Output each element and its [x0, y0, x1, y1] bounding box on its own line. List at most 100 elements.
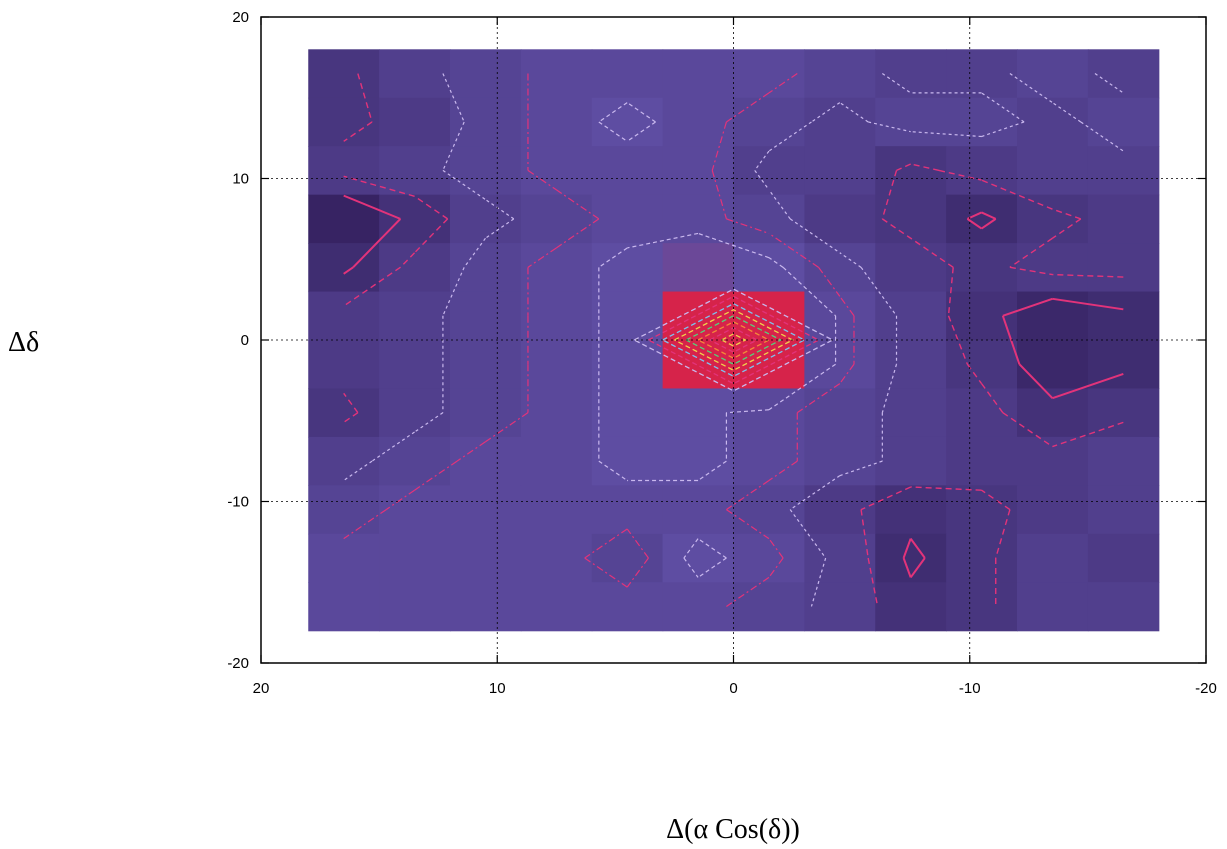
contour-line [456, 441, 486, 462]
heatmap-cell [733, 582, 805, 632]
heatmap-cell [520, 146, 593, 196]
contour-line [909, 538, 926, 559]
contour-line [909, 557, 926, 578]
heatmap-cell [520, 291, 593, 341]
contour-line [626, 557, 649, 588]
heatmap-cell [662, 291, 735, 341]
heatmap-cell [520, 49, 593, 99]
heatmap-cell [591, 146, 664, 196]
contour-line [860, 266, 897, 317]
heatmap-cell [1087, 388, 1160, 438]
heatmap-cell [308, 97, 380, 147]
heatmap-cell [1087, 146, 1160, 196]
contour-line [789, 218, 841, 254]
heatmap-cell [662, 49, 735, 99]
heatmap-cell [662, 243, 735, 293]
contour-line [1009, 237, 1053, 268]
heatmap-cell [308, 340, 380, 390]
contour-line [910, 486, 982, 491]
contour-line [463, 237, 486, 268]
contour-line [768, 189, 791, 220]
contour-line [343, 392, 359, 414]
heatmap-cell [379, 194, 451, 244]
contour-line [555, 218, 600, 249]
heatmap-cell [450, 582, 522, 632]
contour-lines [343, 73, 1124, 607]
contour-line [1052, 208, 1082, 220]
contour-line [598, 460, 628, 482]
heatmap-cell [946, 291, 1018, 341]
heatmap-cell [875, 485, 947, 535]
heatmap-cell [1087, 436, 1160, 486]
heatmap-cell [875, 97, 947, 147]
contour-line [981, 92, 1025, 123]
x-tick-label: 10 [489, 680, 506, 697]
heatmap-cell [1017, 243, 1089, 293]
heatmap-cell [1017, 49, 1089, 99]
contour-line [626, 102, 656, 123]
heatmap-cell [1087, 49, 1160, 99]
contour-line [598, 102, 628, 123]
heatmap-cell [379, 146, 451, 196]
contour-line [966, 218, 983, 230]
x-tick-label: 20 [253, 680, 270, 697]
heatmap-cell [804, 194, 876, 244]
heatmap-cell [733, 97, 805, 147]
heatmap-cell [520, 340, 593, 390]
heatmap-cell [308, 49, 380, 99]
contour-line [414, 460, 458, 491]
x-tick-labels: 20 10 0 -10 -20 [253, 680, 1217, 697]
contour-line [442, 267, 465, 317]
heatmap-cell [591, 49, 664, 99]
heatmap-cell [450, 291, 522, 341]
contour-line [711, 121, 727, 171]
contour-line [1052, 421, 1124, 448]
contour-line [860, 509, 869, 559]
heatmap-cell [1017, 436, 1089, 486]
contour-line [598, 247, 628, 268]
contour-line [598, 121, 628, 142]
contour-line [1009, 73, 1053, 104]
heatmap-cell [875, 582, 947, 632]
heatmap-cell [733, 243, 805, 293]
contour-line [697, 460, 727, 482]
heatmap-cell [875, 49, 947, 99]
heatmap-cell [379, 243, 451, 293]
heatmap-cell [1017, 146, 1089, 196]
contour-line [1002, 412, 1053, 448]
heatmap-cell [591, 340, 664, 390]
contour-line [414, 218, 449, 254]
heatmap-cell [946, 146, 1018, 196]
heatmap-cell [591, 291, 664, 341]
heatmap-cell [591, 582, 664, 632]
heatmap-cell [804, 291, 876, 341]
heatmap-cell [946, 340, 1018, 390]
heatmap-cell [1087, 533, 1160, 583]
heatmap-cell [946, 485, 1018, 535]
heatmap-cell [875, 436, 947, 486]
y-tick-label: 20 [232, 9, 249, 26]
contour-line [768, 460, 798, 482]
heatmap-cell [379, 436, 451, 486]
contour-line [789, 509, 827, 559]
contour-line [981, 121, 1025, 138]
heatmap-cell [946, 97, 1018, 147]
heatmap-cell [450, 485, 522, 535]
heatmap-cell [308, 533, 380, 583]
heatmap-cell [450, 436, 522, 486]
contour-line [685, 315, 783, 365]
heatmap-cell [1017, 533, 1089, 583]
heatmap-cell [1017, 194, 1089, 244]
y-tick-label: 10 [232, 171, 249, 188]
heatmap-cell [733, 49, 805, 99]
contour-line [726, 480, 770, 511]
heatmap-cell [379, 97, 451, 147]
contour-line [902, 538, 912, 559]
y-tick-label: -20 [227, 655, 249, 672]
contour-line [839, 296, 855, 317]
heatmap-cell [520, 388, 593, 438]
heatmap-cell [946, 533, 1018, 583]
heatmap-cell [1087, 485, 1160, 535]
contour-line [1018, 363, 1054, 399]
contour-line [527, 169, 557, 191]
